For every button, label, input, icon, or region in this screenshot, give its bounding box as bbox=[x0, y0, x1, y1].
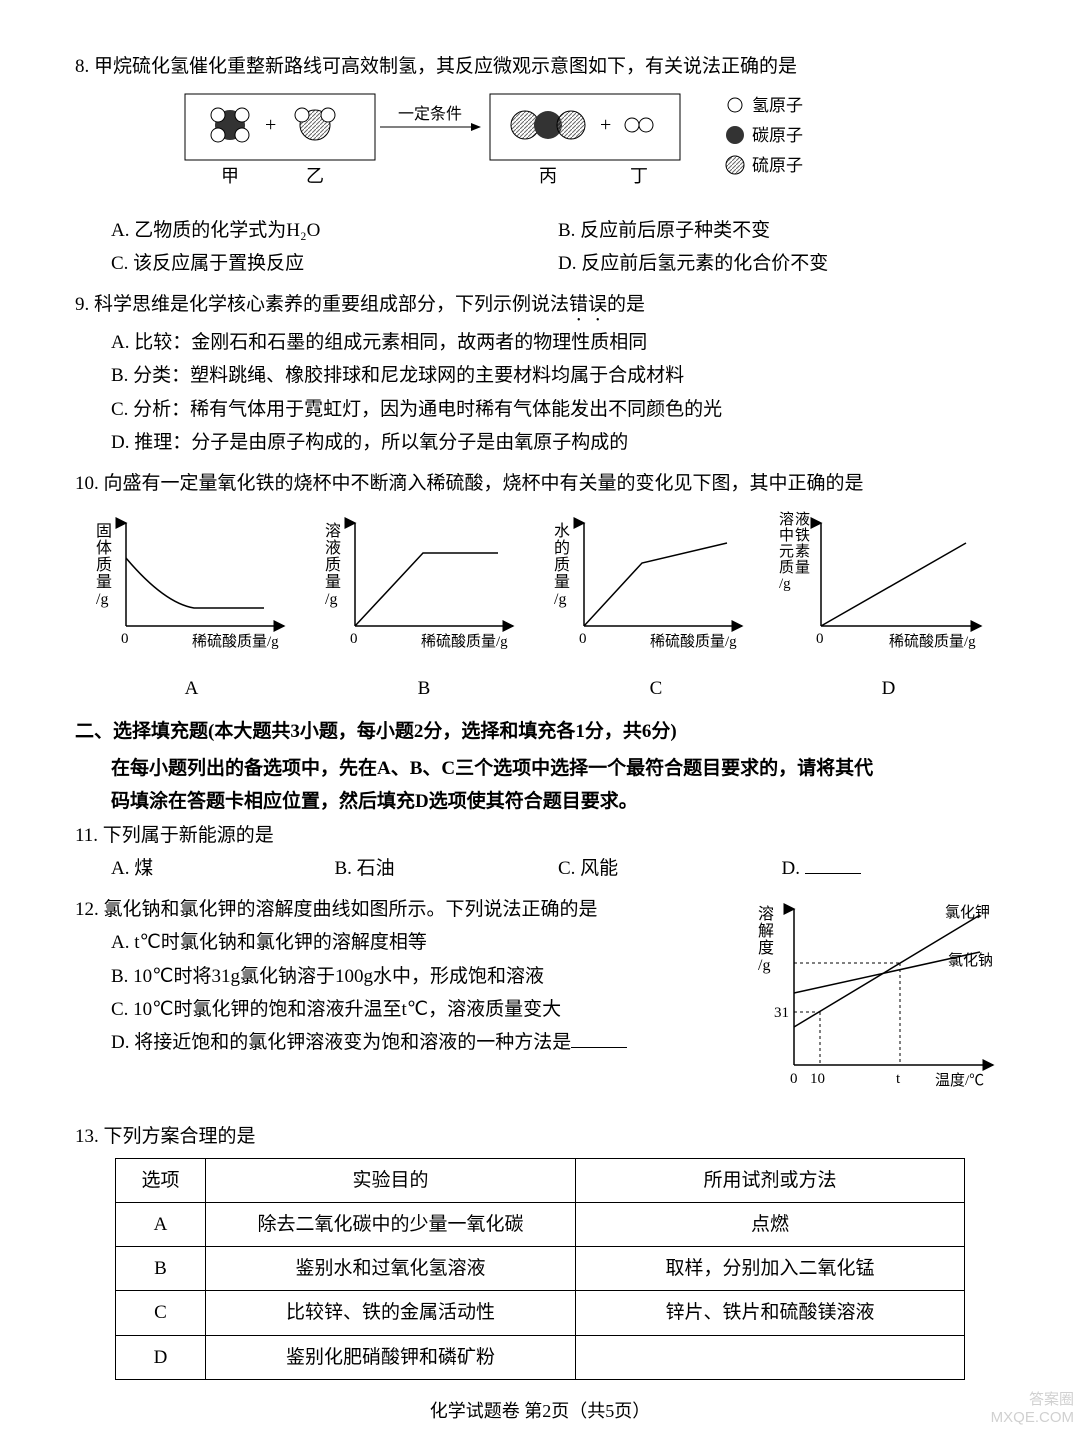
section2-instr2: 码填涂在答题卡相应位置，然后填充D选项使其符合题目要求。 bbox=[75, 785, 1005, 818]
q12-graph: 溶解度/g 氯化钾 氯化钠 31 0 10 t 温度/℃ bbox=[750, 897, 1005, 1108]
q10-text: 10. 向盛有一定量氧化铁的烧杯中不断滴入稀硫酸，烧杯中有关量的变化见下图，其中… bbox=[75, 467, 1005, 500]
q13-text: 13. 下列方案合理的是 bbox=[75, 1120, 1005, 1153]
svg-text:31: 31 bbox=[774, 1005, 789, 1021]
q10-charts: 固体质量/g 0 稀硫酸质量/g 溶液质量/g 0 稀硫酸质量/g bbox=[75, 508, 1005, 669]
q11-text: 11. 下列属于新能源的是 bbox=[75, 819, 1005, 852]
section2-title: 二、选择填充题(本大题共3小题，每小题2分，选择和填充各1分，共6分) bbox=[75, 715, 1005, 748]
svg-text:水的质量/g: 水的质量/g bbox=[554, 522, 570, 608]
q13-table: 选项 实验目的 所用试剂或方法 A除去二氧化碳中的少量一氧化碳点燃 B鉴别水和过… bbox=[115, 1158, 965, 1380]
svg-text:一定条件: 一定条件 bbox=[398, 105, 462, 123]
svg-text:0: 0 bbox=[121, 631, 129, 647]
q8-opt-b: B. 反应前后原子种类不变 bbox=[558, 214, 1005, 247]
svg-text:溶液中铁元素质量/g: 溶液中铁元素质量/g bbox=[779, 511, 810, 592]
q9-opt-a: A. 比较：金刚石和石墨的组成元素相同，故两者的物理性质相同 bbox=[75, 326, 1005, 359]
q8-opt-c: C. 该反应属于置换反应 bbox=[111, 247, 558, 280]
table-row: C比较锌、铁的金属活动性锌片、铁片和硫酸镁溶液 bbox=[116, 1291, 965, 1335]
page-footer: 化学试题卷 第2页（共5页） bbox=[75, 1396, 1005, 1428]
svg-text:氯化钠: 氯化钠 bbox=[948, 952, 993, 969]
svg-text:乙: 乙 bbox=[306, 166, 324, 186]
svg-text:氢原子: 氢原子 bbox=[752, 96, 803, 115]
svg-text:稀硫酸质量/g: 稀硫酸质量/g bbox=[421, 633, 508, 650]
svg-text:0: 0 bbox=[816, 631, 824, 647]
q11-blank[interactable] bbox=[805, 853, 861, 874]
watermark: 答案圈 MXQE.COM bbox=[991, 1391, 1074, 1429]
svg-text:0: 0 bbox=[790, 1071, 798, 1087]
q8-text: 8. 甲烷硫化氢催化重整新路线可高效制氢，其反应微观示意图如下，有关说法正确的是 bbox=[75, 50, 1005, 83]
q9-text: 9. 科学思维是化学核心素养的重要组成部分，下列示例说法错误的是 bbox=[75, 288, 1005, 326]
svg-text:溶解度/g: 溶解度/g bbox=[758, 905, 774, 974]
q11-opt-a: A. 煤 bbox=[111, 852, 335, 885]
svg-text:0: 0 bbox=[350, 631, 358, 647]
svg-text:溶液质量/g: 溶液质量/g bbox=[325, 522, 341, 608]
q8-diagram: + 甲 乙 一定条件 + 丙 丁 氢原子 bbox=[75, 89, 1005, 205]
svg-text:碳原子: 碳原子 bbox=[752, 126, 803, 145]
table-row: D鉴别化肥硝酸钾和磷矿粉 bbox=[116, 1335, 965, 1379]
svg-text:+: + bbox=[265, 114, 276, 136]
q12-blank[interactable] bbox=[571, 1027, 627, 1048]
svg-text:丁: 丁 bbox=[630, 166, 648, 186]
svg-text:甲: 甲 bbox=[221, 166, 239, 186]
q11-opt-c: C. 风能 bbox=[558, 852, 782, 885]
table-row: A除去二氧化碳中的少量一氧化碳点燃 bbox=[116, 1202, 965, 1246]
q8-opt-a: A. 乙物质的化学式为H₂O bbox=[111, 214, 558, 247]
chart-ylabel: 固体质量/g bbox=[96, 523, 112, 608]
q10-opt-labels: A B C D bbox=[75, 672, 1005, 705]
q11-opt-b: B. 石油 bbox=[335, 852, 559, 885]
q9-opt-d: D. 推理：分子是由原子构成的，所以氧分子是由氧原子构成的 bbox=[75, 426, 1005, 459]
q9-opt-b: B. 分类：塑料跳绳、橡胶排球和尼龙球网的主要材料均属于合成材料 bbox=[75, 359, 1005, 392]
q11-opt-d: D. bbox=[782, 852, 1006, 885]
svg-text:温度/℃: 温度/℃ bbox=[935, 1072, 984, 1089]
svg-text:t: t bbox=[896, 1071, 901, 1087]
svg-text:0: 0 bbox=[579, 631, 587, 647]
q9-opt-c: C. 分析：稀有气体用于霓虹灯，因为通电时稀有气体能发出不同颜色的光 bbox=[75, 393, 1005, 426]
svg-text:稀硫酸质量/g: 稀硫酸质量/g bbox=[650, 633, 737, 650]
svg-text:稀硫酸质量/g: 稀硫酸质量/g bbox=[192, 633, 279, 650]
svg-text:10: 10 bbox=[810, 1071, 825, 1087]
table-row: B鉴别水和过氧化氢溶液取样，分别加入二氧化锰 bbox=[116, 1247, 965, 1291]
svg-text:丙: 丙 bbox=[539, 166, 557, 186]
section2-instr1: 在每小题列出的备选项中，先在A、B、C三个选项中选择一个最符合题目要求的，请将其… bbox=[75, 752, 1005, 785]
svg-text:氯化钾: 氯化钾 bbox=[945, 904, 990, 921]
svg-text:硫原子: 硫原子 bbox=[752, 156, 803, 175]
svg-text:+: + bbox=[600, 114, 611, 136]
svg-text:稀硫酸质量/g: 稀硫酸质量/g bbox=[889, 633, 976, 650]
q8-opt-d: D. 反应前后氢元素的化合价不变 bbox=[558, 247, 1005, 280]
